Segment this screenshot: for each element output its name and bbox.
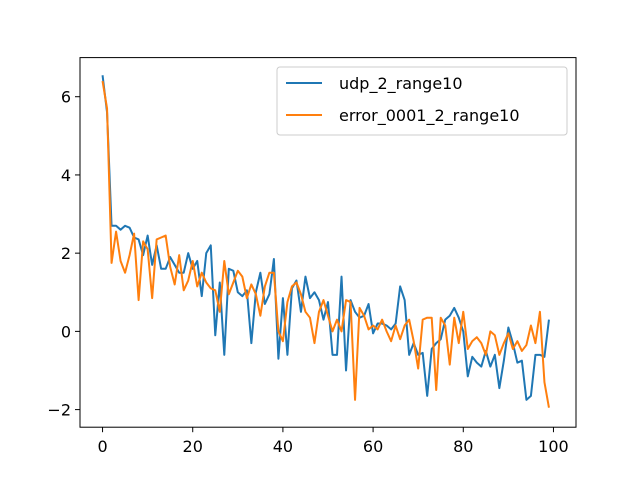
legend-box <box>276 66 568 136</box>
y-axis: −2 0 2 4 6 <box>47 88 80 420</box>
y-tick-label: 6 <box>61 88 71 107</box>
legend-label-udp: udp_2_range10 <box>339 74 463 94</box>
legend: udp_2_range10 error_0001_2_range10 <box>276 66 568 136</box>
x-tick-label: 0 <box>97 437 107 456</box>
x-tick-label: 80 <box>453 437 473 456</box>
y-tick-label: 2 <box>61 244 71 263</box>
x-tick-label: 20 <box>183 437 203 456</box>
y-tick-label: 0 <box>61 322 71 341</box>
y-tick-label: −2 <box>47 401 71 420</box>
legend-label-error: error_0001_2_range10 <box>339 106 520 126</box>
y-tick-label: 4 <box>61 166 71 185</box>
series-line-1 <box>101 80 550 408</box>
plot-lines <box>101 75 550 408</box>
x-tick-label: 60 <box>363 437 383 456</box>
x-tick-label: 100 <box>538 437 569 456</box>
plot-frame <box>79 57 577 428</box>
x-axis: 0 20 40 60 80 100 <box>97 427 569 456</box>
x-tick-label: 40 <box>273 437 293 456</box>
